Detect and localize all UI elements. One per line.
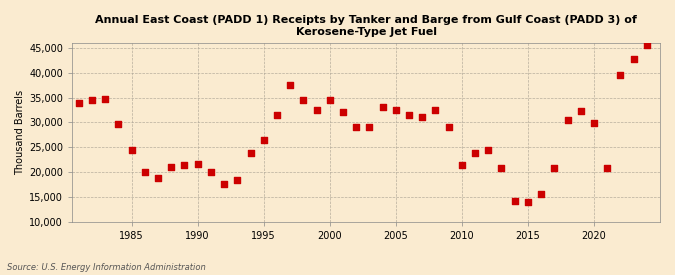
Point <box>351 125 362 130</box>
Point <box>602 166 613 170</box>
Point <box>628 57 639 61</box>
Point <box>153 176 163 180</box>
Point <box>74 100 84 105</box>
Point <box>562 118 573 122</box>
Point <box>219 182 230 187</box>
Point <box>470 151 481 155</box>
Point <box>443 125 454 130</box>
Point <box>192 161 203 166</box>
Point <box>456 163 467 167</box>
Point <box>100 97 111 101</box>
Point <box>549 165 560 170</box>
Point <box>536 192 547 197</box>
Point <box>232 177 243 182</box>
Point <box>271 113 282 117</box>
Point <box>430 108 441 112</box>
Point <box>298 98 308 102</box>
Point <box>615 73 626 78</box>
Point <box>589 121 599 126</box>
Title: Annual East Coast (PADD 1) Receipts by Tanker and Barge from Gulf Coast (PADD 3): Annual East Coast (PADD 1) Receipts by T… <box>95 15 637 37</box>
Point <box>140 170 151 174</box>
Point <box>113 122 124 126</box>
Point <box>338 110 348 115</box>
Point <box>496 166 507 170</box>
Point <box>404 113 414 117</box>
Point <box>483 147 493 152</box>
Point <box>245 151 256 155</box>
Point <box>364 125 375 130</box>
Point <box>641 43 652 48</box>
Point <box>205 170 216 174</box>
Point <box>390 108 401 112</box>
Point <box>179 163 190 167</box>
Point <box>325 98 335 102</box>
Point <box>285 83 296 87</box>
Point <box>86 98 97 102</box>
Point <box>126 147 137 152</box>
Point <box>417 115 428 120</box>
Point <box>510 199 520 203</box>
Y-axis label: Thousand Barrels: Thousand Barrels <box>15 90 25 175</box>
Point <box>311 108 322 112</box>
Point <box>377 105 388 110</box>
Point <box>166 165 177 169</box>
Point <box>522 200 533 205</box>
Point <box>575 109 586 114</box>
Text: Source: U.S. Energy Information Administration: Source: U.S. Energy Information Administ… <box>7 263 205 272</box>
Point <box>259 138 269 142</box>
